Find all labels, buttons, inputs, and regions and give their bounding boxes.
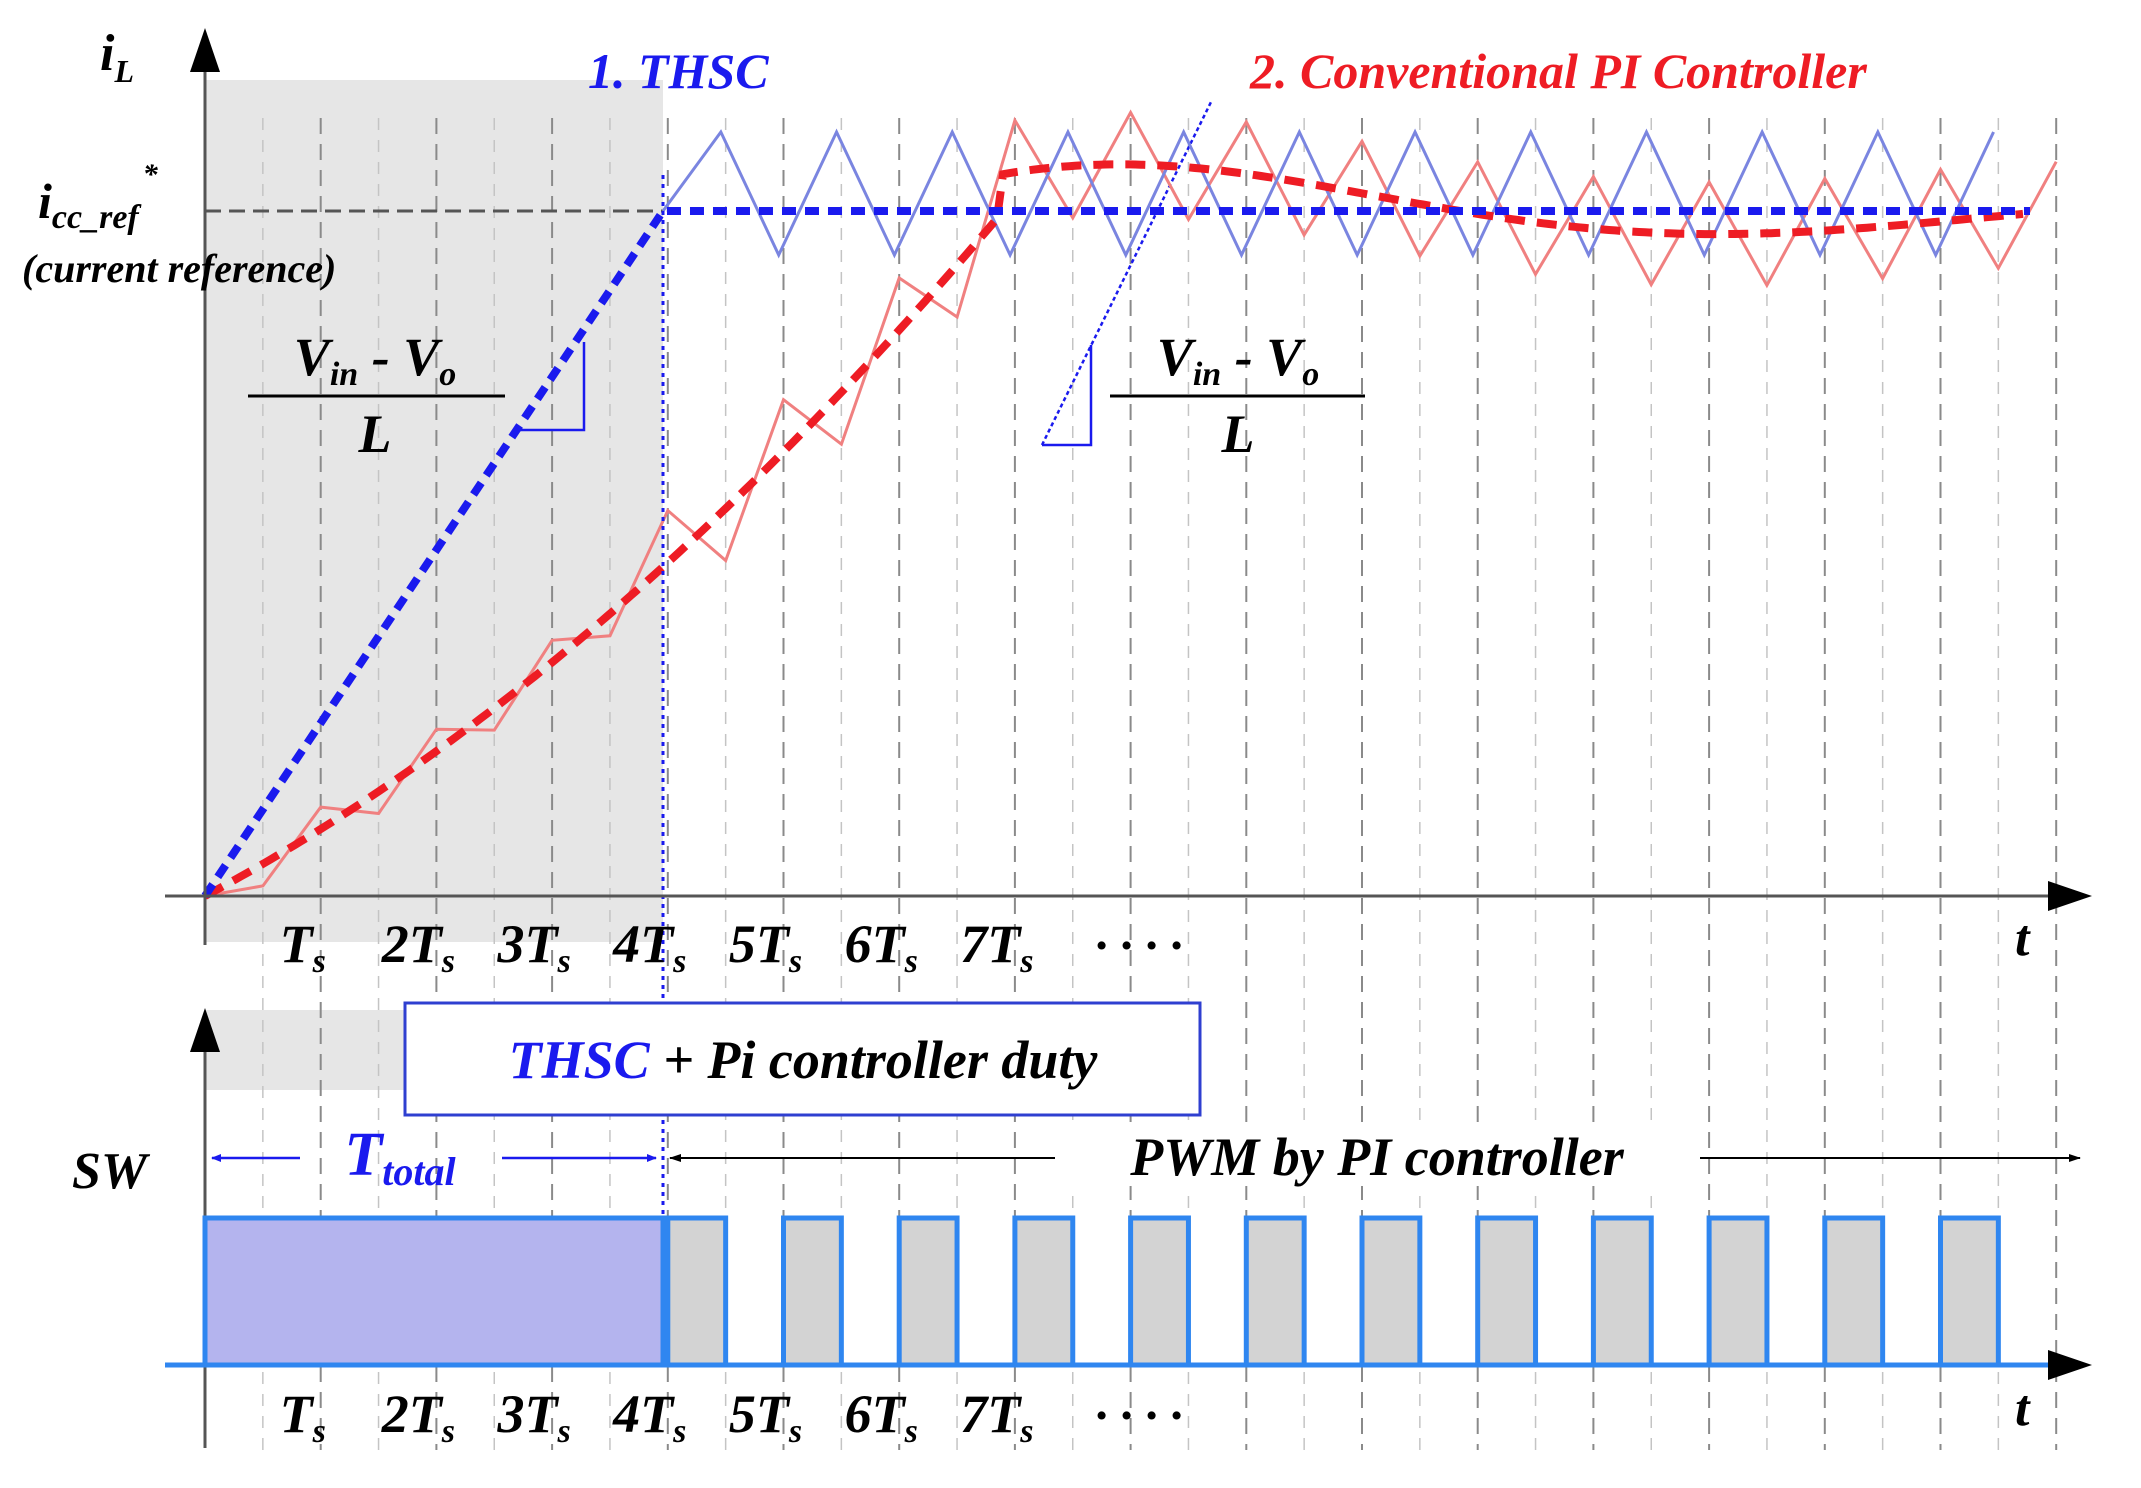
slope-right-numerator: Vin - Vo — [1157, 327, 1319, 393]
pwm-pulse — [1012, 1215, 1076, 1368]
pwm-pulse — [1128, 1215, 1191, 1368]
title-pi: 2. Conventional PI Controller — [1249, 43, 1867, 99]
pwm-pulse — [1938, 1215, 2001, 1368]
time-ticks-top: Ts 2Ts 3Ts 4Ts 5Ts 6Ts 7Ts — [280, 914, 1034, 980]
duty-box-thsc: THSC — [509, 1030, 651, 1090]
reference-caption: (current reference) — [22, 246, 336, 291]
slope-triangle-right — [1042, 345, 1093, 447]
tick-label-top-3: 3Ts — [496, 914, 570, 980]
ellipsis-top: · · · · — [1095, 917, 1183, 973]
t-total-label: Ttotal — [344, 1121, 456, 1194]
reference-label: icc_ref* — [38, 158, 159, 236]
y-axis-bottom-arrow — [190, 1008, 220, 1052]
pwm-pulse — [896, 1215, 960, 1368]
thsc-current-ripple — [661, 128, 1995, 259]
thsc-average-current — [201, 207, 2030, 899]
thsc-on-period — [202, 1215, 666, 1368]
title-thsc: 1. THSC — [588, 43, 769, 99]
tick-label-top-4: 4Ts — [612, 914, 686, 980]
tick-label-top-7: 7Ts — [960, 914, 1033, 980]
tick-label-bottom-7: 7Ts — [960, 1384, 1033, 1450]
y-axis-top-arrow — [190, 28, 220, 72]
slope-left-numerator: Vin - Vo — [294, 327, 456, 393]
x-axis-label-top: t — [2015, 910, 2031, 967]
pwm-pulse — [1590, 1215, 1654, 1368]
x-axis-label-bottom: t — [2015, 1380, 2031, 1437]
pi-current-ripple — [204, 109, 2058, 898]
y-axis-label-il: iL — [100, 25, 134, 89]
slope-line-right — [1040, 99, 1214, 446]
pwm-pulse — [1359, 1215, 1423, 1368]
duty-box — [403, 1001, 1202, 1117]
tick-label-bottom-5: 5Ts — [729, 1384, 802, 1450]
duty-box-rest: + Pi controller duty — [650, 1030, 1099, 1090]
slope-right-denominator: L — [1221, 404, 1255, 464]
pwm-label: PWM by PI controller — [1129, 1127, 1624, 1187]
pi-average-current — [203, 160, 2024, 900]
tick-label-top-5: 5Ts — [729, 914, 802, 980]
tick-label-bottom-1: Ts — [280, 1384, 326, 1450]
tick-label-top-2: 2Ts — [381, 914, 455, 980]
y-axis-label-sw: SW — [72, 1143, 151, 1200]
tick-label-bottom-3: 3Ts — [496, 1384, 570, 1450]
tick-label-bottom-2: 2Ts — [381, 1384, 455, 1450]
pwm-pulses — [665, 1215, 2001, 1368]
pwm-pulse — [665, 1215, 729, 1368]
tick-label-bottom-4: 4Ts — [612, 1384, 686, 1450]
tick-label-top-6: 6Ts — [845, 914, 918, 980]
x-axis-bottom-arrow — [2048, 1350, 2092, 1380]
pwm-pulse — [1822, 1215, 1886, 1368]
pwm-pulse — [1706, 1215, 1770, 1368]
time-ticks-bottom: Ts 2Ts 3Ts 4Ts 5Ts 6Ts 7Ts — [280, 1384, 1034, 1450]
ellipsis-bottom: · · · · — [1095, 1387, 1183, 1443]
pwm-pulse — [1475, 1215, 1539, 1368]
duty-box-label: THSC + Pi controller duty — [509, 1030, 1099, 1090]
slope-triangle-left — [519, 342, 586, 432]
pwm-pulse — [1243, 1215, 1307, 1368]
x-axis-top-arrow — [2048, 881, 2092, 911]
tick-label-bottom-6: 6Ts — [845, 1384, 918, 1450]
tick-label-top-1: Ts — [280, 914, 326, 980]
slope-left-denominator: L — [358, 404, 392, 464]
pwm-pulse — [781, 1215, 844, 1368]
startup-shade-top — [205, 80, 663, 942]
pwm-label-bg — [1062, 1130, 1692, 1186]
